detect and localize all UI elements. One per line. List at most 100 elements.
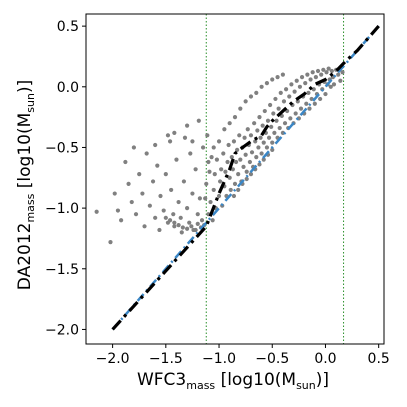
data-point [336,72,341,77]
data-point [237,133,242,138]
data-point [259,151,264,156]
data-point [187,220,192,225]
data-point [193,167,198,172]
data-point [158,193,163,199]
data-point [244,169,249,174]
data-point [153,142,158,148]
data-point [212,172,217,177]
data-point [232,115,238,120]
data-point [297,84,303,89]
data-point [190,139,195,144]
data-point [172,130,177,135]
x-tick-label: −2.0 [96,351,130,367]
data-point [172,224,177,229]
y-axis-label: DA2012mass [log10(Msun)] [15,80,37,290]
data-point [108,239,113,245]
x-tick-label: 0.5 [368,351,390,367]
plot-frame [85,13,385,345]
x-axis-label: WFC3mass [log10(Msun)] [137,370,329,392]
data-point [188,151,193,156]
data-point [242,135,247,140]
data-point [209,155,214,160]
median-relation-line [111,25,380,331]
data-point [305,72,310,77]
data-point [204,181,209,186]
data-point [115,208,121,213]
data-point [293,111,298,116]
data-point [245,127,250,132]
axis-ticks: −2.0 −1.5 −1.0 −0.5 0.0 0.5 −2.0 −1.5 −1.0 −0.5 0.… [45,19,390,367]
data-point [324,70,329,75]
data-point [273,96,278,102]
data-point [269,124,274,129]
data-point [304,101,309,106]
data-point [261,157,266,162]
data-point [292,89,297,94]
data-point [211,187,216,193]
data-point [318,96,323,102]
data-point [287,94,292,99]
data-point [232,181,238,186]
data-point [270,147,275,152]
data-point [238,157,243,162]
data-point [272,130,277,135]
data-point [308,77,313,82]
data-point [276,106,281,111]
data-point [289,82,294,87]
data-point [165,133,171,138]
x-tick-label: −1.5 [149,351,183,367]
data-point [313,74,318,80]
data-point [227,175,232,180]
data-point [195,221,200,226]
data-point [244,176,249,182]
data-point [258,135,263,140]
data-point [299,74,305,80]
data-point [227,121,232,126]
data-point [338,78,343,83]
data-point [340,70,345,75]
data-point [231,193,237,199]
y-tick-label: 0.0 [57,80,79,96]
data-point [94,209,99,214]
data-point [218,179,223,184]
data-point [216,193,222,199]
data-point [167,139,173,144]
data-point [248,133,254,138]
data-point [226,142,231,148]
data-point [328,84,333,89]
data-point [280,130,285,135]
data-point [147,203,152,208]
data-point [208,199,213,205]
data-point [189,224,194,229]
data-point [129,199,134,205]
data-point [280,72,285,77]
data-point [264,81,270,86]
data-point [266,135,272,140]
data-point [274,118,279,123]
plot-area [94,14,380,344]
data-point [179,230,184,235]
data-point [214,157,220,162]
data-point [294,78,299,83]
data-point [185,206,190,211]
data-point [180,225,185,230]
data-point [205,133,210,138]
data-point [176,223,181,228]
data-point [306,90,311,95]
data-point [261,140,266,145]
data-point [126,181,131,186]
data-point [171,212,176,217]
data-point [278,90,283,95]
data-point [181,179,187,184]
data-point [268,102,273,108]
data-point [163,215,168,220]
x-tick-label: −0.5 [255,351,289,367]
data-point [203,196,208,201]
data-point [326,66,331,71]
data-point [236,172,241,177]
data-point [282,121,288,126]
x-tick-label: −1.0 [202,351,236,367]
data-point [167,218,173,223]
data-point [277,125,282,131]
data-point [331,82,337,87]
